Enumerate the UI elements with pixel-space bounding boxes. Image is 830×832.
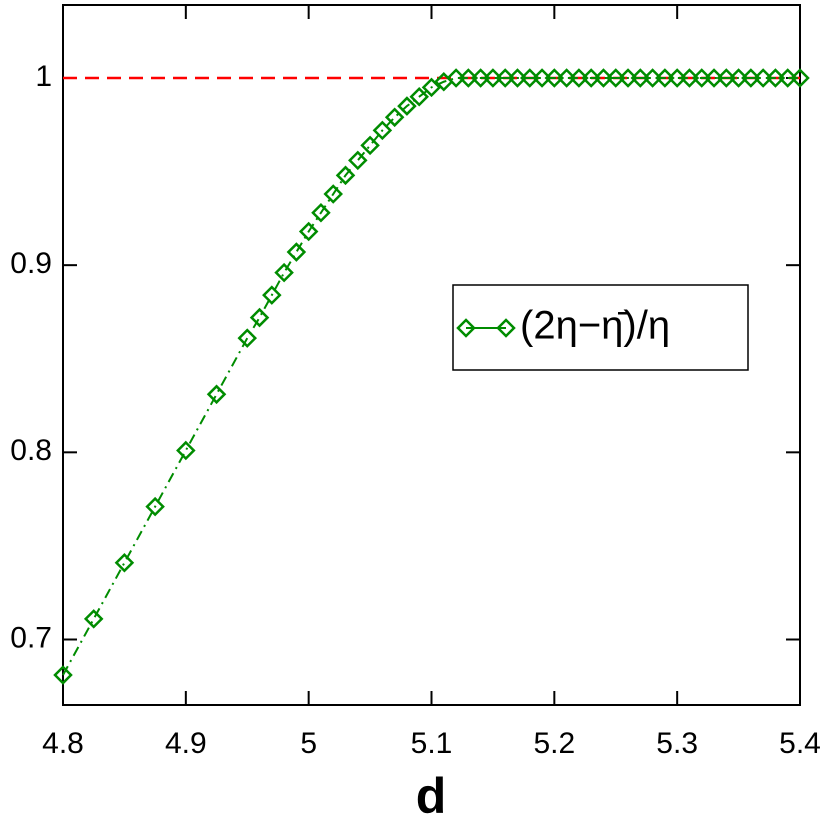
- x-tick-label: 5: [300, 727, 317, 760]
- marker: [421, 77, 442, 98]
- y-tick-label: 0.8: [10, 434, 52, 467]
- x-tick-label: 5.2: [533, 727, 575, 760]
- marker: [790, 68, 810, 88]
- marker: [409, 86, 429, 107]
- x-tick-label: 4.8: [42, 727, 84, 760]
- marker: [323, 184, 344, 204]
- marker: [311, 202, 331, 223]
- marker: [262, 285, 282, 305]
- legend-label: (2η−η̄)/η: [520, 304, 670, 348]
- marker: [335, 165, 356, 186]
- marker: [114, 552, 135, 573]
- marker: [53, 665, 73, 685]
- marker: [286, 242, 307, 262]
- marker: [348, 150, 368, 171]
- legend-marker: [496, 318, 516, 338]
- marker: [372, 120, 393, 141]
- marker: [176, 440, 196, 461]
- x-axis-label: d: [416, 768, 447, 824]
- marker: [274, 262, 294, 283]
- marker: [206, 384, 227, 405]
- marker: [397, 96, 417, 116]
- marker: [145, 496, 165, 517]
- y-tick-label: 1: [35, 60, 52, 93]
- marker: [360, 135, 380, 156]
- x-tick-label: 5.4: [779, 727, 821, 760]
- series-line: [62, 76, 800, 676]
- marker: [237, 328, 258, 348]
- marker: [298, 221, 319, 242]
- x-tick-label: 5.1: [411, 727, 453, 760]
- y-tick-label: 0.9: [10, 247, 52, 280]
- legend-marker: [456, 318, 476, 338]
- x-tick-label: 5.3: [656, 727, 698, 760]
- x-tick-label: 4.9: [165, 727, 207, 760]
- y-tick-label: 0.7: [10, 621, 52, 654]
- marker: [249, 307, 270, 328]
- marker: [384, 107, 405, 128]
- marker: [83, 609, 104, 629]
